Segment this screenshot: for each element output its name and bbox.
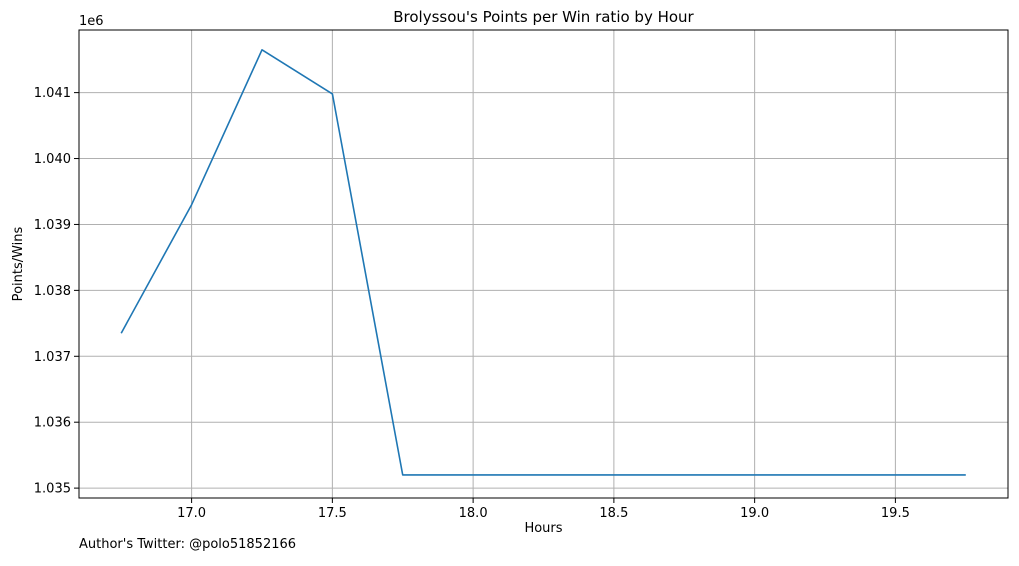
x-tick-label: 17.0 (177, 506, 206, 521)
x-axis-label: Hours (524, 521, 562, 536)
series-layer (120, 48, 966, 476)
x-tick-label: 17.5 (318, 506, 347, 521)
chart-title: Brolyssou's Points per Win ratio by Hour (393, 8, 694, 26)
author-footnote: Author's Twitter: @polo51852166 (79, 537, 297, 552)
y-tick-label: 1.035 (34, 482, 71, 497)
y-tick-label: 1.038 (34, 284, 71, 299)
plot-frame (78, 29, 1009, 499)
series-line (120, 48, 966, 476)
y-axis-ticks: 1.035 1.036 1.037 1.038 1.039 1.040 1.041 (34, 86, 79, 497)
x-tick-label: 18.0 (459, 506, 488, 521)
x-tick-label: 19.0 (740, 506, 769, 521)
y-tick-label: 1.039 (34, 218, 71, 233)
y-tick-label: 1.036 (34, 416, 71, 431)
y-tick-label: 1.041 (34, 86, 71, 101)
x-tick-label: 19.5 (881, 506, 910, 521)
grid-lines (79, 30, 1008, 498)
y-tick-label: 1.037 (34, 350, 71, 365)
x-tick-label: 18.5 (599, 506, 628, 521)
y-axis-label: Points/Wins (11, 226, 26, 301)
y-tick-label: 1.040 (34, 152, 71, 167)
x-axis-ticks: 17.0 17.5 18.0 18.5 19.0 19.5 (177, 498, 910, 521)
y-offset-label: 1e6 (79, 14, 104, 29)
